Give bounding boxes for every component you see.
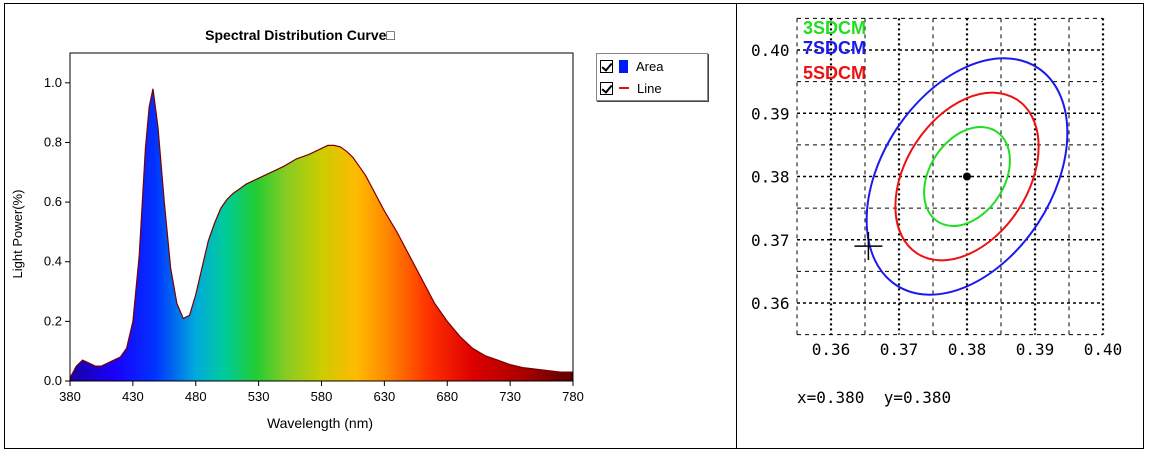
zone-label-3sdcm: 3SDCM: [803, 18, 866, 38]
zone-label-5sdcm: 5SDCM: [803, 63, 866, 83]
zone-label-7sdcm: 7SDCM: [803, 38, 866, 58]
x-tick-label: 680: [436, 389, 458, 404]
x-tick-label: 0.40: [1084, 340, 1123, 359]
report-frame: [4, 3, 1144, 449]
area-swatch: [619, 59, 628, 73]
x-tick-label: 580: [311, 389, 333, 404]
x-tick-label: 380: [59, 389, 81, 404]
x-tick-label: 430: [122, 389, 144, 404]
x-tick-label: 530: [248, 389, 270, 404]
x-tick-label: 480: [185, 389, 207, 404]
y-tick-label: 0.2: [44, 313, 62, 328]
y-tick-label: 0.36: [751, 294, 790, 313]
legend-label-line: Line: [637, 80, 662, 96]
y-tick-label: 1.0: [44, 75, 62, 90]
y-tick-label: 0.39: [751, 104, 790, 123]
x-tick-label: 0.36: [812, 340, 851, 359]
x-tick-label: 630: [374, 389, 396, 404]
spectral-chart: Spectral Distribution Curve□ Light Power…: [10, 27, 584, 431]
legend-label-area: Area: [636, 58, 664, 74]
y-tick-label: 0.8: [44, 134, 62, 149]
x-tick-label: 730: [499, 389, 521, 404]
y-tick-label: 0.38: [751, 168, 790, 187]
x-tick-label: 0.38: [948, 340, 987, 359]
y-tick-label: 0.0: [44, 373, 62, 388]
line-checkbox[interactable]: [600, 81, 613, 95]
y-tick-label: 0.40: [751, 41, 790, 60]
y-tick-label: 0.37: [751, 231, 790, 250]
area-checkbox[interactable]: [600, 59, 613, 73]
spectrum-line: [69, 88, 573, 379]
legend-item-line[interactable]: Line: [600, 78, 662, 98]
ellipse-3sdcm: [923, 126, 1011, 227]
x-axis-label: Wavelength (nm): [267, 415, 373, 431]
chart-legend: Area Line: [596, 53, 708, 101]
x-tick-label: 0.37: [880, 340, 919, 359]
chart-title: Spectral Distribution Curve□: [205, 27, 395, 43]
legend-item-area[interactable]: Area: [600, 56, 663, 76]
center-point: [963, 172, 971, 181]
y-tick-label: 0.6: [44, 194, 62, 209]
ellipse-5sdcm: [894, 91, 1040, 262]
x-tick-label: 0.39: [1016, 340, 1055, 359]
coordinate-readout: x=0.380 y=0.380: [797, 388, 952, 407]
y-tick-label: 0.4: [44, 254, 62, 269]
line-swatch: [619, 87, 629, 89]
y-axis-label: Light Power(%): [10, 190, 25, 279]
spectrum-area: [70, 88, 573, 382]
x-tick-label: 780: [562, 389, 584, 404]
ellipse-7sdcm: [865, 57, 1069, 296]
panel-divider: [736, 3, 737, 449]
